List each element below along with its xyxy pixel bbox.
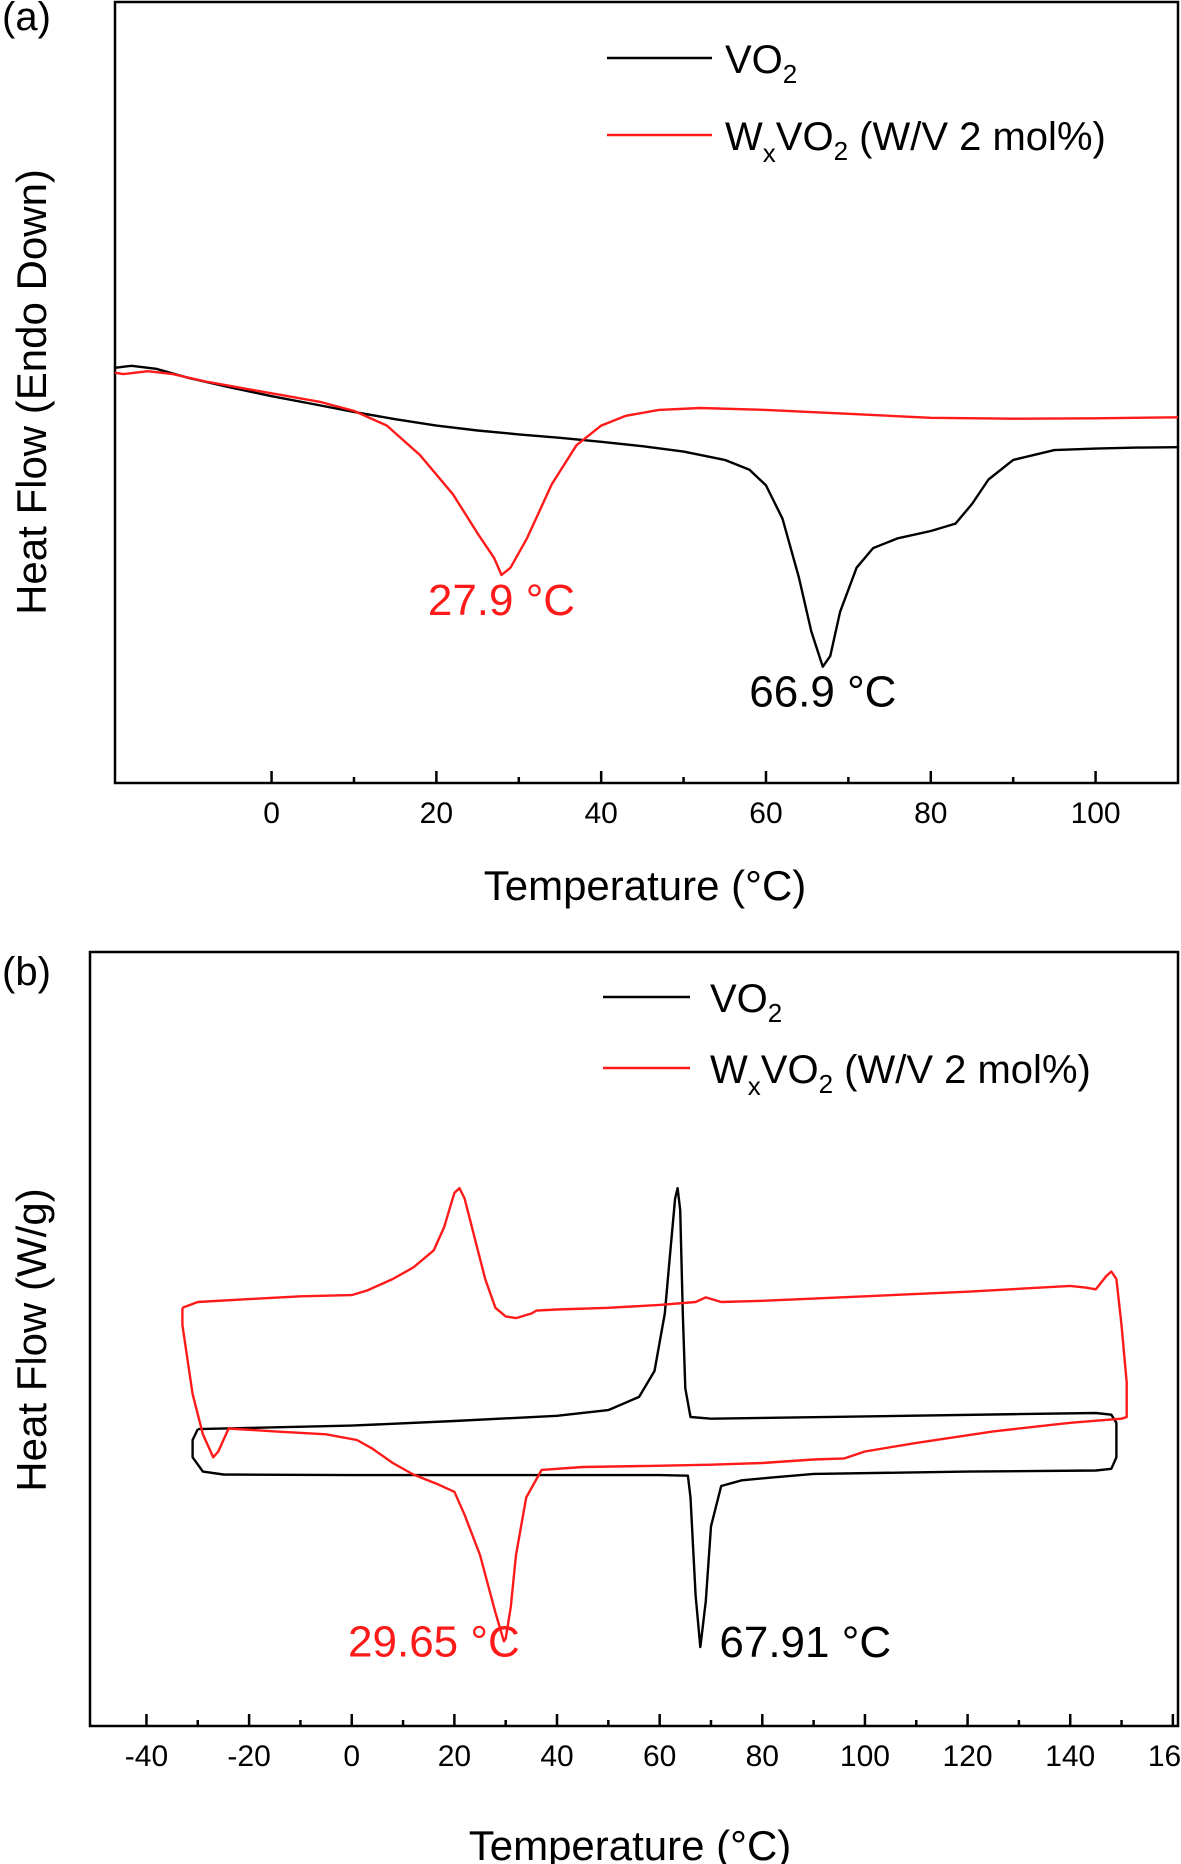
x-tick-label: 80 [746,1740,779,1773]
panel-b: (b) -40 -20 0 20 40 60 80 100 120 140 160 29.65 °C… [2,950,1181,1864]
series-line-vo2 [191,1187,1118,1649]
x-tick-label: 0 [343,1740,360,1773]
x-tick-label: 60 [643,1740,676,1773]
x-tick-label: 60 [749,797,782,830]
legend-label-wxvo2: WxVO2 (W/V 2 mol%) [710,1048,1091,1101]
panel-b-plot-frame [88,950,1180,1728]
x-tick-label: -20 [227,1740,270,1773]
x-tick-label: 160 [1148,1740,1181,1773]
x-tick-label: 20 [438,1740,471,1773]
panel-b-label: (b) [2,950,51,994]
panel-b-x-ticks: -40 -20 0 20 40 60 80 100 120 140 160 [125,1714,1181,1773]
x-tick-label: 0 [263,797,280,830]
peak-annotation: 27.9 °C [428,576,575,625]
panel-b-series [181,1187,1128,1649]
x-tick-label: -40 [125,1740,168,1773]
panel-a-y-axis-title: Heat Flow (Endo Down) [8,169,55,615]
peak-annotation: 29.65 °C [348,1617,520,1666]
series-line-wxvo2 [181,1187,1128,1643]
peak-annotation: 67.91 °C [719,1618,891,1667]
series-line-vo2 [114,364,1179,668]
panel-a-x-ticks: 0 20 40 60 80 100 [263,771,1121,830]
x-tick-label: 140 [1045,1740,1095,1773]
x-tick-label: 20 [420,797,453,830]
panel-a-x-axis-title: Temperature (°C) [484,862,807,909]
x-tick-label: 100 [1071,797,1121,830]
panel-a-legend: VO2 WxVO2 (W/V 2 mol%) [607,38,1106,168]
peak-annotation: 66.9 °C [749,668,896,717]
x-tick-label: 80 [914,797,947,830]
panel-a-plot-frame [113,0,1180,785]
legend-label-wxvo2: WxVO2 (W/V 2 mol%) [725,115,1106,168]
panel-b-annotations: 29.65 °C 67.91 °C [348,1617,891,1667]
panel-b-y-axis-title: Heat Flow (W/g) [8,1188,55,1491]
x-tick-label: 120 [943,1740,993,1773]
panel-a: (a) 0 20 40 60 80 100 27.9 °C 66.9 °C VO2 WxVO… [2,0,1180,909]
legend-label-vo2: VO2 [725,38,797,89]
series-line-wxvo2 [114,370,1179,577]
legend-label-vo2: VO2 [710,977,782,1028]
x-tick-label: 100 [840,1740,890,1773]
panel-a-annotations: 27.9 °C 66.9 °C [428,576,897,717]
x-tick-label: 40 [584,797,617,830]
x-tick-label: 40 [540,1740,573,1773]
panel-b-legend: VO2 WxVO2 (W/V 2 mol%) [603,977,1091,1101]
panel-a-label: (a) [2,0,51,39]
panel-a-series [114,364,1179,668]
panel-b-x-axis-title: Temperature (°C) [469,1822,792,1864]
